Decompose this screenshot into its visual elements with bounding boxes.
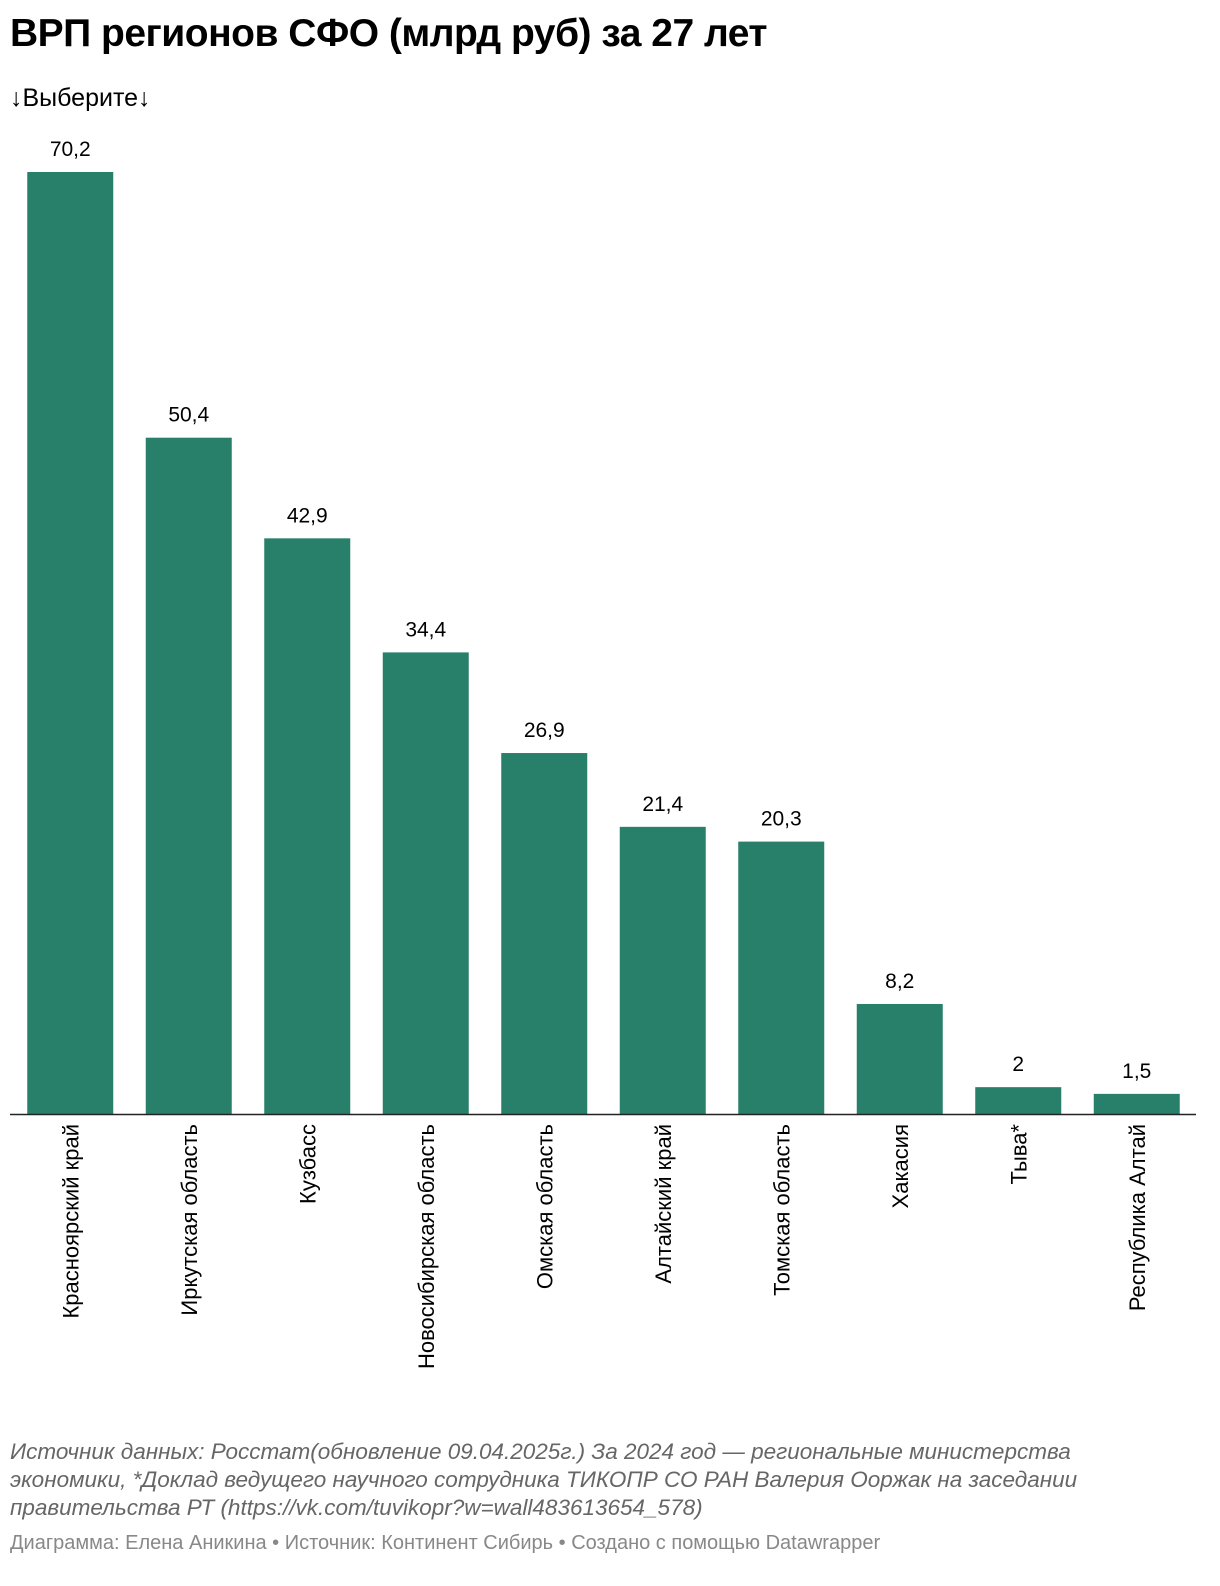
bar <box>264 538 351 1114</box>
x-tick-label: Кузбасс <box>295 1124 320 1204</box>
value-label: 42,9 <box>287 504 328 527</box>
x-tick-label: Хакасия <box>888 1124 913 1208</box>
bar <box>856 1003 943 1114</box>
bar <box>975 1087 1062 1114</box>
bar <box>382 652 469 1114</box>
chart: 70,2 Красноярский край 50,4 Иркутская облас… <box>10 138 1196 1369</box>
x-tick-label: Новосибирская область <box>414 1124 439 1369</box>
x-tick-label: Омская область <box>532 1124 557 1289</box>
bar <box>1093 1093 1180 1114</box>
value-label: 70,2 <box>50 138 91 161</box>
value-label: 50,4 <box>168 404 209 427</box>
x-tick-label: Красноярский край <box>58 1124 83 1319</box>
x-tick-label: Томская область <box>769 1124 794 1296</box>
value-label: 34,4 <box>405 618 446 641</box>
x-tick-label: Иркутская область <box>177 1124 202 1316</box>
byline: Диаграмма: Елена Аникина • Источник: Кон… <box>10 1532 881 1554</box>
value-label: 20,3 <box>761 808 802 831</box>
bar <box>145 437 232 1114</box>
value-label: 1,5 <box>1122 1060 1151 1083</box>
value-label: 21,4 <box>642 793 683 816</box>
bar <box>27 172 114 1114</box>
x-tick-label: Республика Алтай <box>1125 1124 1150 1311</box>
bar <box>501 753 588 1114</box>
x-tick-label: Тыва* <box>1006 1124 1031 1185</box>
chart-title: ВРП регионов СФО (млрд руб) за 27 лет <box>10 12 768 55</box>
bar <box>738 841 825 1114</box>
bar <box>619 826 706 1114</box>
subtitle: ↓Выберите↓ <box>10 84 151 112</box>
value-label: 8,2 <box>885 970 914 993</box>
notes: Источник данных: Росстат(обновление 09.0… <box>10 1439 1078 1520</box>
x-tick-label: Алтайский край <box>651 1124 676 1284</box>
value-label: 26,9 <box>524 719 565 742</box>
value-label: 2 <box>1012 1053 1024 1076</box>
